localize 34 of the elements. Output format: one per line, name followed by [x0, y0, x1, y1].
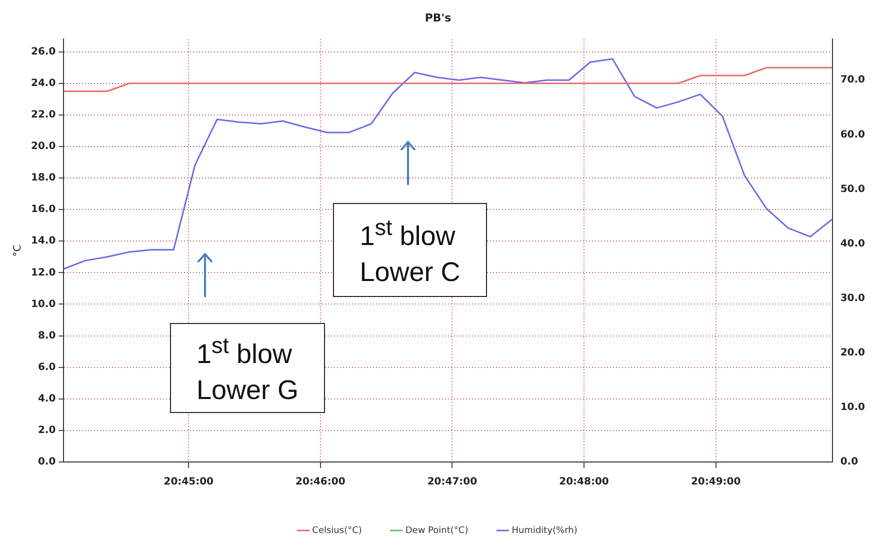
x-tick-label: 20:48:00	[559, 476, 609, 488]
y2-tick-label: 60.0	[840, 129, 866, 140]
y2-tick-label: 0.0	[840, 456, 858, 468]
y-tick-label: 22.0	[30, 110, 56, 121]
y-tick-label: 0.0	[38, 456, 56, 468]
x-tick-label: 20:47:00	[427, 476, 478, 488]
x-tick-label: 20:46:00	[296, 476, 346, 488]
y-tick-label: 2.0	[38, 425, 56, 436]
y-tick-label: 16.0	[30, 204, 56, 216]
y-tick-label: 8.0	[38, 330, 56, 342]
y-tick-label: 18.0	[30, 172, 56, 184]
y2-tick-label: 50.0	[840, 184, 866, 195]
y-tick-label: 20.0	[30, 141, 56, 152]
y2-tick-label: 30.0	[840, 292, 866, 304]
legend-label: Dew Point(°C)	[405, 526, 468, 536]
chart-title: PB's	[424, 11, 452, 24]
y-tick-label: 12.0	[30, 267, 56, 278]
y2-tick-label: 20.0	[840, 347, 866, 358]
y-tick-label: 10.0	[30, 298, 56, 310]
y-tick-label: 26.0	[30, 46, 56, 58]
y-tick-label: 6.0	[38, 362, 56, 373]
y2-tick-label: 40.0	[840, 238, 866, 250]
legend-label: Humidity(%rh)	[512, 526, 578, 536]
y-tick-label: 4.0	[38, 393, 56, 404]
y2-tick-label: 10.0	[840, 402, 866, 414]
annotation: 1$^{st}$ blow Lower C	[360, 214, 460, 289]
y-tick-label: 24.0	[30, 78, 56, 89]
y-axis-title: °C	[12, 244, 24, 257]
y2-tick-label: 70.0	[840, 74, 866, 86]
annotation: 1$^{st}$ blow Lower G	[196, 332, 299, 407]
y-tick-label: 14.0	[30, 236, 56, 247]
x-tick-label: 20:49:00	[690, 476, 741, 488]
x-tick-label: 20:45:00	[164, 476, 214, 488]
legend-label: Celsius(°C)	[312, 526, 362, 536]
